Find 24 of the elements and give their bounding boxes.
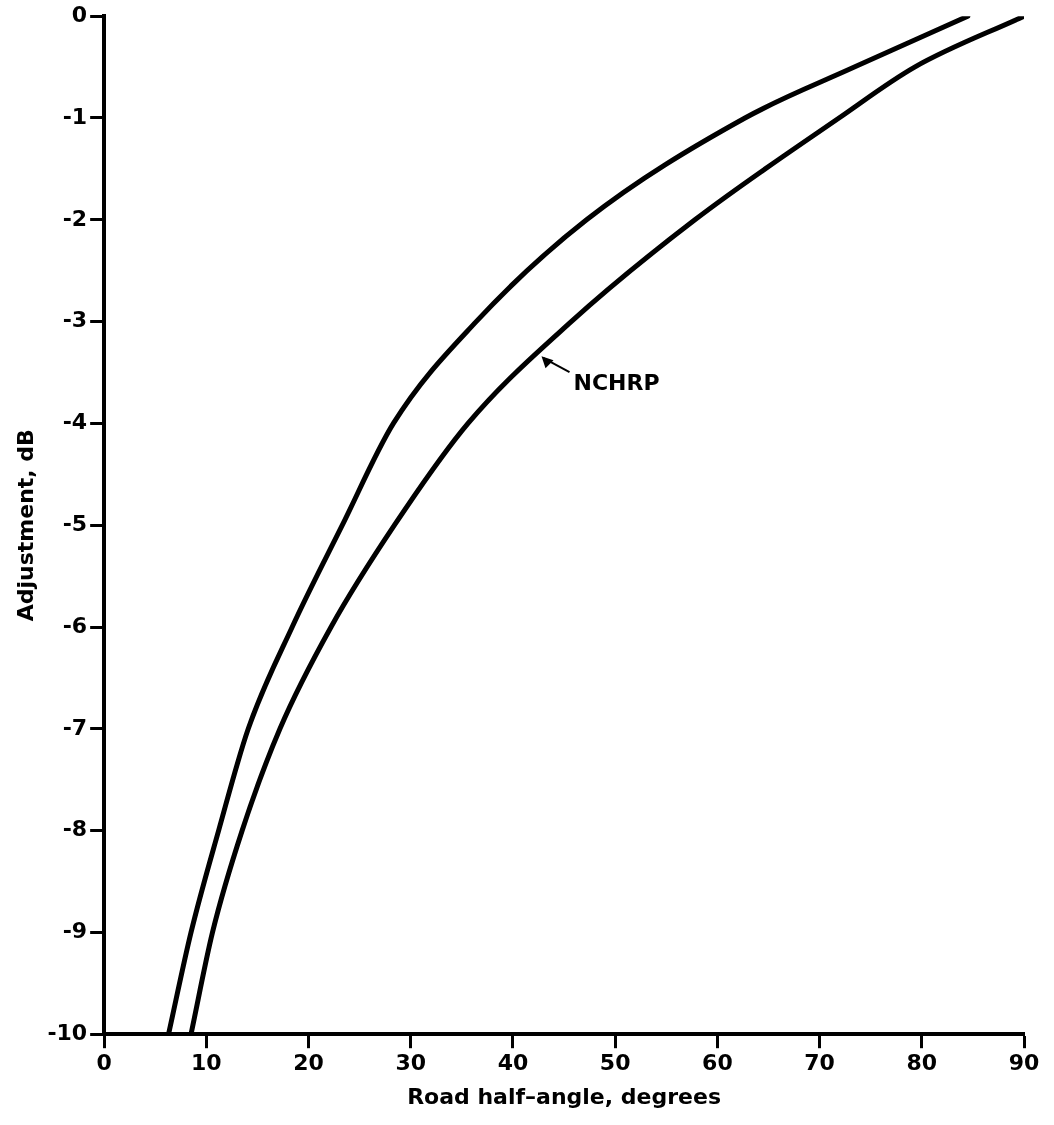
y-tick-label: -1 xyxy=(62,103,88,129)
y-tick-label: -7 xyxy=(62,714,88,740)
x-tick-label: 30 xyxy=(395,1050,427,1076)
x-tick-label: 10 xyxy=(191,1050,222,1076)
x-tick-label: 0 xyxy=(96,1050,112,1076)
y-tick-label: -4 xyxy=(62,409,88,435)
x-tick-label: 70 xyxy=(804,1050,835,1076)
y-tick-label: 0 xyxy=(71,1,88,27)
annotation: NCHRP xyxy=(573,369,660,395)
x-tick-label: 90 xyxy=(1008,1050,1040,1076)
y-tick-label: -10 xyxy=(47,1019,88,1045)
y-tick-label: -8 xyxy=(62,816,88,842)
y-tick-label: -5 xyxy=(62,510,88,536)
y-tick-label: -3 xyxy=(62,307,88,333)
y-tick-label: -6 xyxy=(62,612,88,638)
x-tick-label: 80 xyxy=(906,1050,938,1076)
x-tick-label: 40 xyxy=(497,1050,529,1076)
y-tick-label: -9 xyxy=(62,918,88,944)
x-tick-label: 20 xyxy=(293,1050,324,1076)
y-tick-label: -2 xyxy=(62,205,88,231)
x-tick-label: 50 xyxy=(599,1050,631,1076)
x-axis-title: Road half–angle, degrees xyxy=(407,1083,722,1109)
y-axis-title: Adjustment, dB xyxy=(12,429,38,622)
x-tick-label: 60 xyxy=(702,1050,733,1076)
